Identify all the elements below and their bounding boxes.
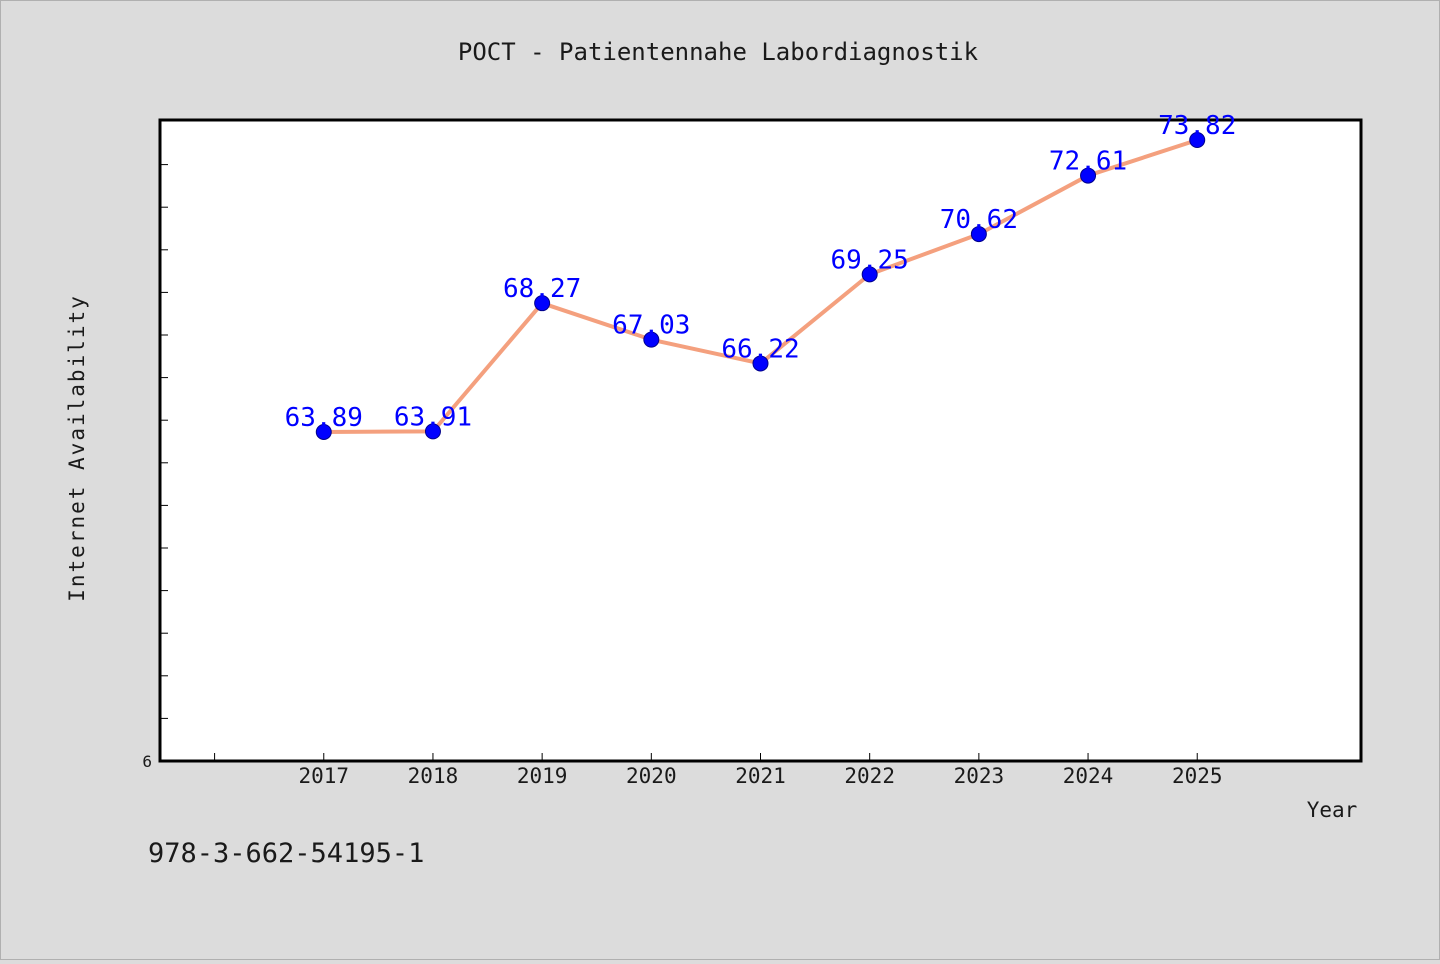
x-tick-label: 2017	[298, 764, 349, 788]
y-axis-label: Internet Availability	[65, 294, 89, 602]
series-layer: 63.89 63.91 68.27 67.03 66.22 69.25 70.62 72.61…	[285, 111, 1236, 440]
x-axis-label: Year	[1307, 798, 1358, 822]
y-tick-label: 6	[142, 752, 152, 771]
x-tick-label: 2019	[517, 764, 568, 788]
x-tick-label: 2023	[954, 764, 1005, 788]
data-label: 70.62	[940, 205, 1018, 235]
x-tick-label: 2021	[735, 764, 786, 788]
x-tick-label: 2022	[844, 764, 895, 788]
data-label: 73.82	[1158, 111, 1236, 141]
data-point	[970, 226, 987, 243]
data-point	[534, 295, 551, 312]
x-tick-label: 2020	[626, 764, 677, 788]
x-tick-label: 2024	[1063, 764, 1114, 788]
data-label: 67.03	[612, 311, 690, 341]
data-label: 68.27	[503, 274, 581, 304]
x-axis: 2017 2018 2019 2020 2021 2022 2023 2024 2025	[214, 753, 1223, 788]
y-axis: 6	[142, 164, 168, 771]
data-label: 63.89	[285, 403, 363, 433]
data-point	[752, 355, 769, 372]
data-label: 69.25	[831, 245, 909, 275]
data-point	[315, 423, 332, 440]
data-label: 66.22	[721, 334, 799, 364]
chart-title: POCT - Patientennahe Labordiagnostik	[458, 38, 979, 66]
data-point	[1080, 167, 1097, 184]
x-tick-label: 2018	[408, 764, 459, 788]
x-tick-label: 2025	[1172, 764, 1223, 788]
data-point	[1189, 131, 1206, 148]
footer-code: 978-3-662-54195-1	[148, 838, 424, 869]
data-label: 72.61	[1049, 147, 1127, 177]
plot-area	[158, 118, 1363, 763]
data-point	[424, 423, 441, 440]
data-point	[861, 266, 878, 283]
data-point	[643, 331, 660, 348]
data-label: 63.91	[394, 402, 472, 432]
